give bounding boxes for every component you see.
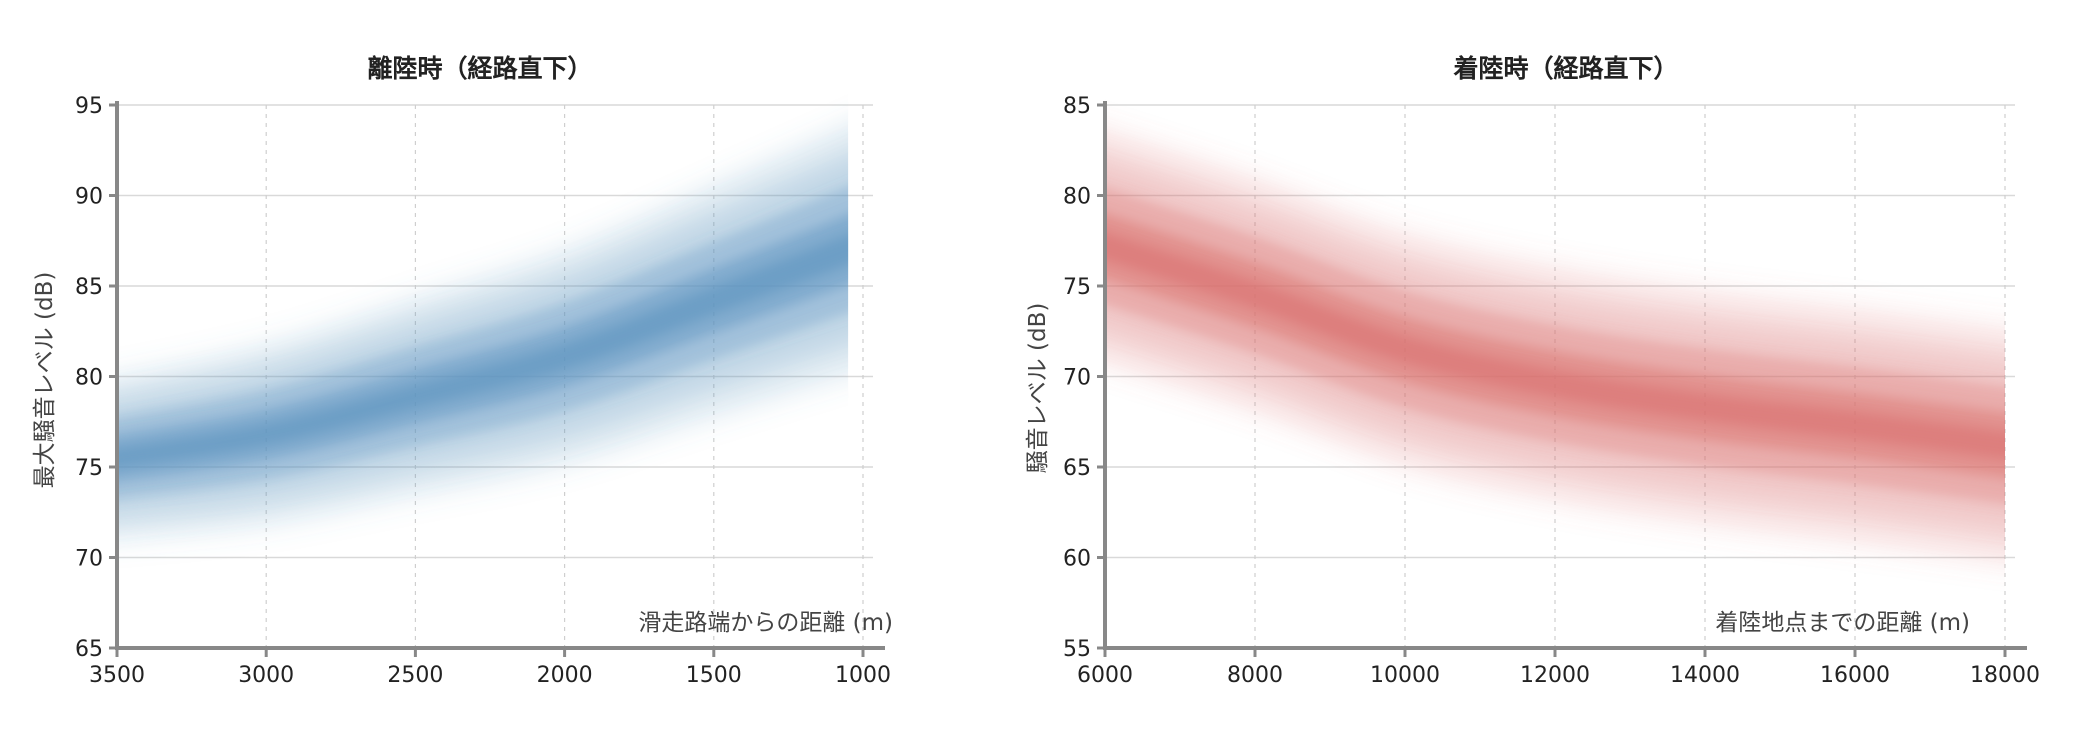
takeoff-y-tick-label: 85 (75, 275, 103, 300)
takeoff-chart: 離陸時（経路直下） 65 70 75 80 85 90 95 3500 3000 2500 200… (32, 54, 893, 688)
takeoff-x-tick-label: 2500 (387, 663, 443, 688)
takeoff-y-ticks: 65 70 75 80 85 90 95 (75, 94, 103, 662)
landing-y-tick-label: 65 (1063, 456, 1091, 481)
takeoff-band-layer (117, 214, 849, 481)
landing-x-tick-label: 12000 (1520, 663, 1590, 688)
landing-y-tick-label: 80 (1063, 185, 1091, 210)
landing-x-tick-label: 6000 (1077, 663, 1133, 688)
landing-y-axis-label: 騒音レベル (dB) (1025, 303, 1051, 474)
takeoff-x-tick-label: 3000 (238, 663, 294, 688)
landing-x-tick-label: 18000 (1970, 663, 2040, 688)
landing-y-tick-label: 85 (1063, 94, 1091, 119)
takeoff-y-tick-label: 65 (75, 637, 103, 662)
landing-axes (1097, 101, 2027, 657)
landing-band-layer (1105, 232, 2005, 460)
landing-y-ticks: 55 60 65 70 75 80 85 (1063, 94, 1091, 662)
takeoff-chart-title: 離陸時（経路直下） (367, 54, 592, 83)
landing-x-tick-label: 10000 (1370, 663, 1440, 688)
takeoff-y-tick-label: 80 (75, 366, 103, 391)
takeoff-x-tick-label: 1000 (835, 663, 891, 688)
takeoff-y-tick-label: 95 (75, 94, 103, 119)
takeoff-noise-band (117, 123, 849, 540)
landing-x-axis-label: 着陸地点までの距離 (m) (1715, 610, 1970, 636)
takeoff-y-axis-label: 最大騒音レベル (dB) (32, 272, 58, 489)
landing-y-tick-label: 70 (1063, 366, 1091, 391)
takeoff-x-tick-label: 3500 (89, 663, 145, 688)
landing-chart: 着陸時（経路直下） 55 60 65 70 75 80 85 6000 8000 10000 12… (1025, 54, 2040, 688)
landing-y-tick-label: 60 (1063, 547, 1091, 572)
landing-x-tick-label: 8000 (1227, 663, 1283, 688)
takeoff-x-ticks: 3500 3000 2500 2000 1500 1000 (89, 663, 891, 688)
takeoff-y-tick-label: 70 (75, 547, 103, 572)
landing-x-tick-label: 14000 (1670, 663, 1740, 688)
takeoff-x-axis-label: 滑走路端からの距離 (m) (638, 610, 893, 636)
takeoff-axes (109, 101, 885, 657)
landing-y-tick-label: 75 (1063, 275, 1091, 300)
landing-noise-band (1105, 128, 2005, 563)
landing-x-ticks: 6000 8000 10000 12000 14000 16000 18000 (1077, 663, 2040, 688)
takeoff-x-tick-label: 1500 (686, 663, 742, 688)
takeoff-band-layer (117, 234, 849, 468)
takeoff-x-tick-label: 2000 (537, 663, 593, 688)
landing-y-tick-label: 55 (1063, 637, 1091, 662)
landing-x-tick-label: 16000 (1820, 663, 1890, 688)
landing-chart-title: 着陸時（経路直下） (1452, 54, 1678, 83)
takeoff-y-tick-label: 75 (75, 456, 103, 481)
takeoff-y-tick-label: 90 (75, 185, 103, 210)
